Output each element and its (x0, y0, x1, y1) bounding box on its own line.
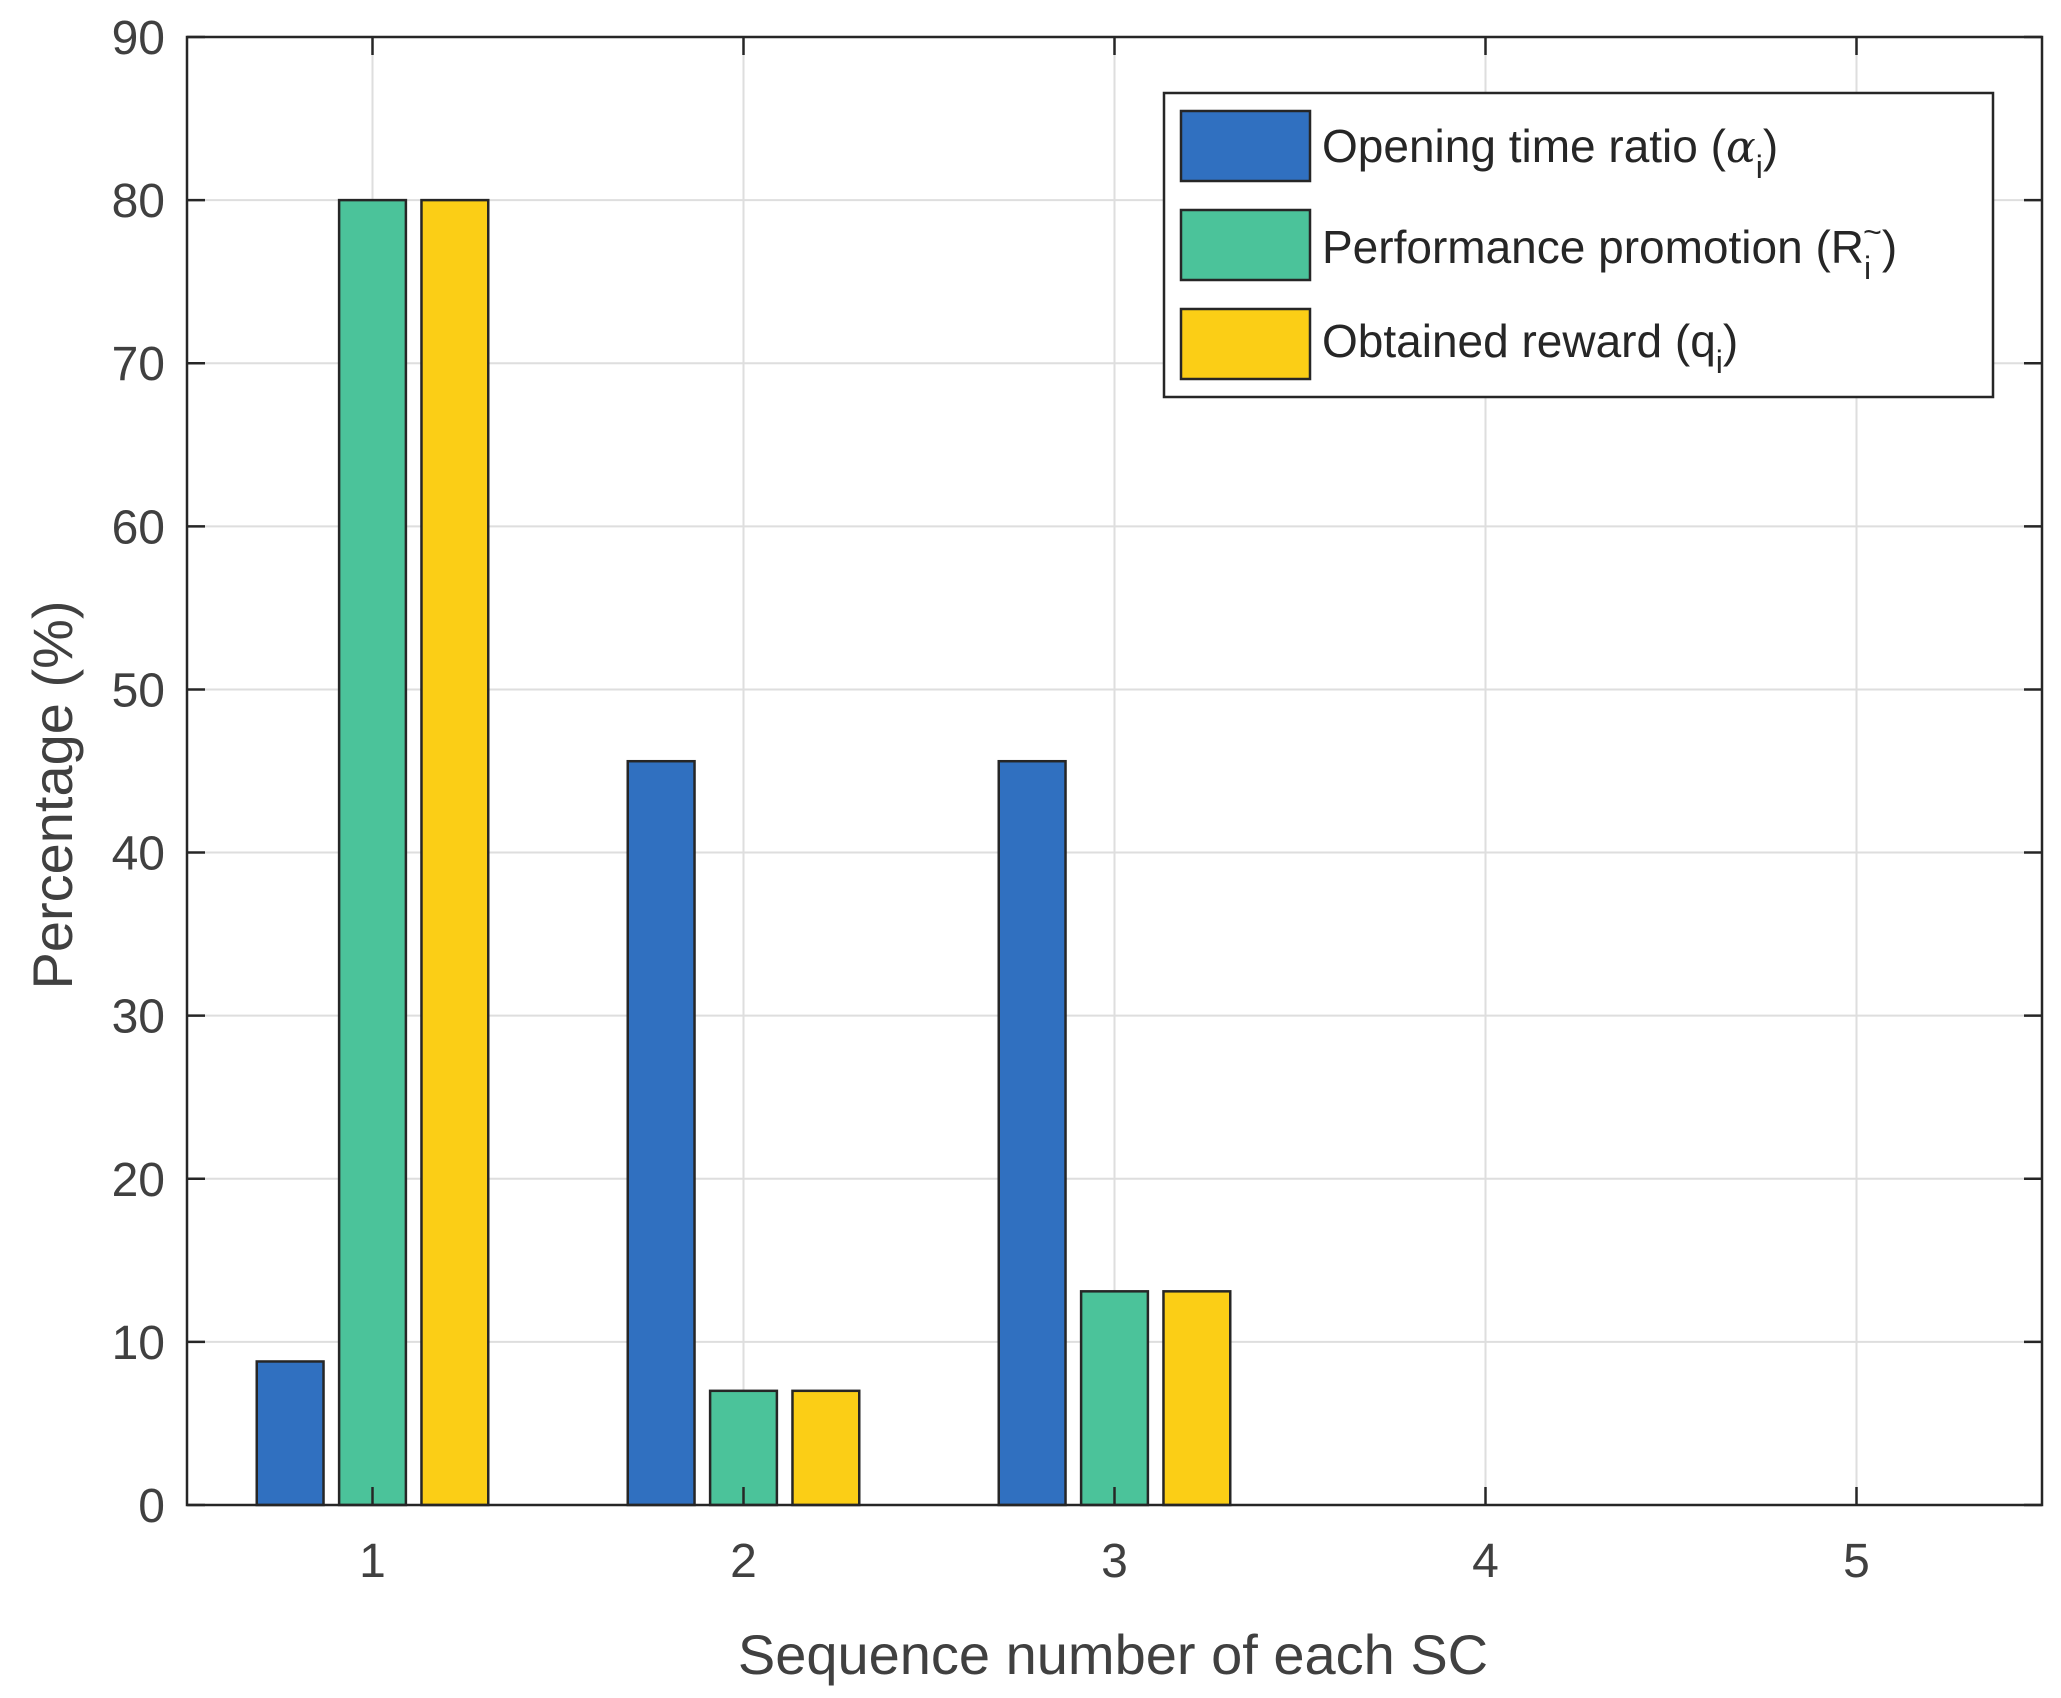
bar-opening-time-ratio-3 (997, 759, 1067, 1507)
bar-performance-promotion-3 (1079, 1290, 1150, 1507)
x-axis-title: Sequence number of each SC (738, 1623, 1488, 1686)
bar-opening-time-ratio-2 (626, 759, 696, 1507)
legend-swatch-performance-promotion (1179, 208, 1312, 282)
legend-entry-obtained-reward: Obtained reward (qi) (1179, 307, 1738, 381)
bar-opening-time-ratio-1 (255, 1360, 325, 1507)
bars (255, 198, 1232, 1507)
y-tick-label: 20 (112, 1154, 165, 1207)
bar-obtained-reward-3 (1162, 1290, 1232, 1507)
bar-obtained-reward-1 (420, 198, 490, 1507)
y-tick-label: 80 (112, 175, 165, 228)
legend-label-performance-promotion: Performance promotion (Ri~) (1322, 214, 1897, 286)
x-tick-label: 4 (1472, 1535, 1499, 1588)
legend-entry-performance-promotion: Performance promotion (Ri~) (1179, 208, 1897, 286)
legend-label-opening-time-ratio: Opening time ratio (αi) (1322, 120, 1778, 185)
y-tick-label: 60 (112, 501, 165, 554)
y-tick-label: 90 (112, 12, 165, 65)
bar-performance-promotion-1 (337, 198, 408, 1507)
y-tick-label: 30 (112, 991, 165, 1044)
x-tick-label: 5 (1843, 1535, 1870, 1588)
y-tick-label: 70 (112, 338, 165, 391)
x-tick-label: 2 (730, 1535, 757, 1588)
bar-performance-promotion-2 (708, 1389, 779, 1507)
x-tick-label: 1 (359, 1535, 386, 1588)
legend-swatch-opening-time-ratio (1179, 109, 1312, 183)
bar-obtained-reward-2 (791, 1389, 861, 1507)
y-tick-label: 50 (112, 664, 165, 717)
y-tick-label: 40 (112, 828, 165, 881)
x-tick-label: 3 (1101, 1535, 1128, 1588)
y-axis-title: Percentage (%) (21, 600, 84, 989)
legend: Opening time ratio (αi) Performance prom… (1162, 91, 1995, 399)
legend-label-obtained-reward: Obtained reward (qi) (1322, 315, 1738, 380)
ticks: 0 10 20 30 40 50 60 70 80 90 1 2 3 4 5 (112, 12, 2042, 1588)
y-tick-label: 10 (112, 1317, 165, 1370)
legend-entry-opening-time-ratio: Opening time ratio (αi) (1179, 109, 1778, 185)
y-tick-label: 0 (138, 1480, 165, 1533)
legend-swatch-obtained-reward (1179, 307, 1312, 381)
